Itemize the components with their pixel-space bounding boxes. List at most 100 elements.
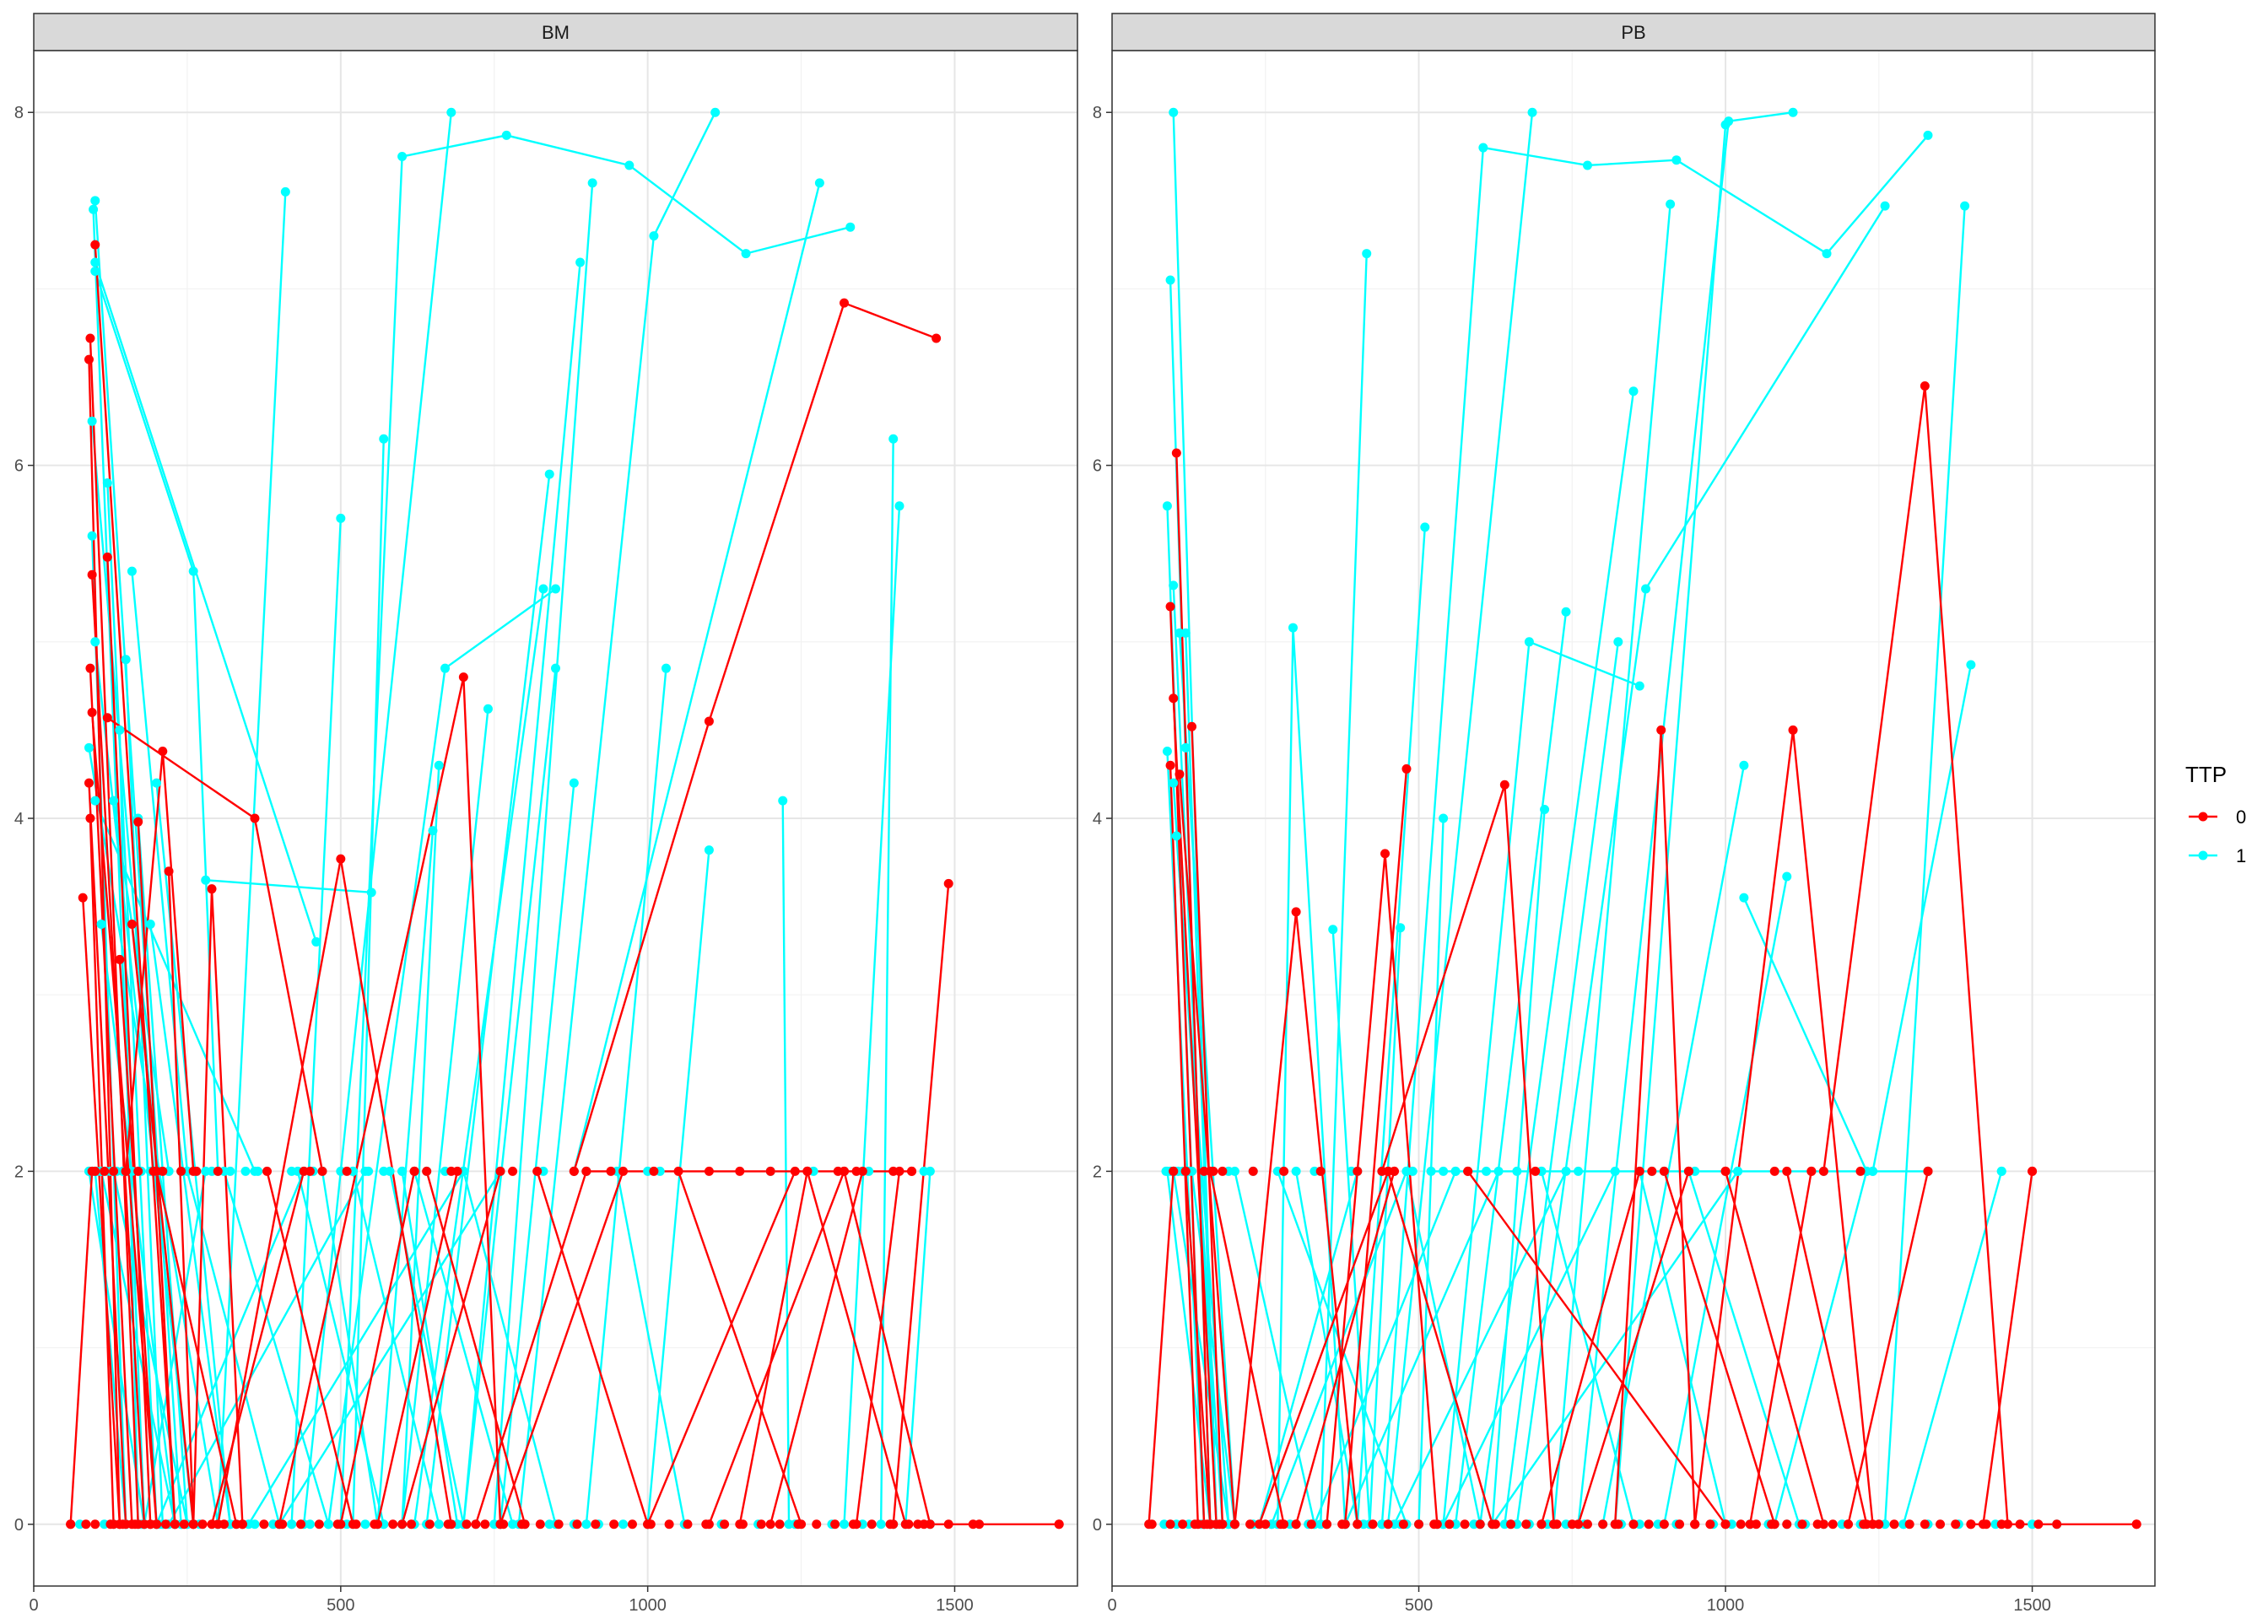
data-point-ttp-0 (1904, 1519, 1914, 1530)
data-point-ttp-1 (90, 796, 100, 806)
series-line-ttp-1 (585, 668, 667, 1524)
data-point-ttp-0 (664, 1519, 674, 1530)
data-point-ttp-0 (115, 954, 125, 964)
data-point-ttp-0 (179, 1519, 189, 1530)
data-point-ttp-0 (1389, 1166, 1399, 1176)
data-point-ttp-1 (225, 1166, 235, 1176)
x-tick-label: 0 (1107, 1596, 1116, 1615)
data-point-ttp-0 (1613, 1519, 1623, 1530)
data-point-ttp-0 (627, 1519, 637, 1530)
data-point-ttp-0 (1923, 1166, 1933, 1176)
data-point-ttp-0 (1767, 1519, 1777, 1530)
data-point-ttp-1 (1574, 1166, 1584, 1176)
data-point-ttp-0 (160, 1519, 170, 1530)
axes: 0 500 1000 1500 0 2 4 6 8 (1093, 104, 2051, 1615)
data-point-ttp-0 (851, 1166, 861, 1176)
series-line-ttp-0 (266, 1171, 354, 1525)
data-point-ttp-1 (587, 178, 597, 188)
series-line-ttp-1 (1871, 664, 1973, 1172)
data-point-ttp-0 (554, 1519, 564, 1530)
series-line-ttp-0 (573, 301, 937, 1172)
data-point-ttp-0 (535, 1519, 545, 1530)
data-point-ttp-1 (1493, 1166, 1504, 1176)
data-point-ttp-0 (1321, 1519, 1331, 1530)
data-point-ttp-1 (253, 1166, 263, 1176)
facet-strip (1111, 13, 2156, 51)
data-point-ttp-0 (683, 1519, 693, 1530)
series-line-ttp-1 (879, 439, 894, 1524)
data-point-ttp-0 (1147, 1519, 1157, 1530)
series-line-ttp-1 (376, 830, 435, 1524)
data-point-ttp-0 (1769, 1166, 1779, 1176)
data-point-ttp-1 (1450, 1166, 1461, 1176)
series-line-ttp-1 (1258, 1171, 1358, 1525)
data-point-ttp-0 (1460, 1519, 1470, 1530)
data-point-ttp-0 (508, 1166, 518, 1176)
x-tick-label: 1000 (629, 1596, 667, 1615)
series-line-ttp-1 (1166, 1171, 1212, 1524)
data-point-ttp-1 (121, 655, 131, 665)
data-point-ttp-1 (1582, 160, 1592, 170)
data-point-ttp-0 (720, 1519, 730, 1530)
data-point-ttp-0 (1966, 1519, 1976, 1530)
series-line-ttp-1 (493, 182, 594, 1524)
data-point-ttp-0 (1920, 380, 1930, 391)
data-point-ttp-0 (480, 1519, 490, 1530)
data-point-ttp-1 (1396, 923, 1406, 933)
data-point-ttp-1 (152, 778, 162, 788)
data-point-ttp-0 (158, 747, 168, 757)
series-line-ttp-0 (536, 1171, 649, 1525)
data-point-ttp-1 (544, 469, 554, 479)
data-point-ttp-0 (735, 1166, 745, 1176)
data-point-ttp-1 (305, 1519, 315, 1530)
data-point-ttp-0 (2028, 1166, 2038, 1176)
series-line-ttp-0 (401, 1171, 502, 1525)
data-point-ttp-0 (443, 1519, 453, 1530)
data-point-ttp-0 (1368, 1519, 1378, 1530)
data-point-ttp-1 (919, 1166, 929, 1176)
data-point-ttp-1 (569, 778, 579, 788)
data-point-ttp-0 (1429, 1519, 1439, 1530)
data-point-ttp-0 (192, 1166, 202, 1176)
data-point-ttp-0 (885, 1519, 895, 1530)
data-point-ttp-1 (323, 1519, 333, 1530)
data-point-ttp-0 (332, 1519, 343, 1530)
data-point-ttp-1 (1439, 1166, 1449, 1176)
data-point-ttp-1 (1328, 925, 1338, 935)
data-point-ttp-0 (532, 1166, 543, 1176)
data-point-ttp-0 (775, 1519, 785, 1530)
data-point-ttp-0 (317, 1166, 327, 1176)
data-point-ttp-0 (1828, 1519, 1838, 1530)
series-line-ttp-1 (302, 112, 452, 1524)
series-line-ttp-0 (1178, 774, 1236, 1524)
data-point-ttp-1 (1165, 275, 1175, 285)
data-point-ttp-0 (1199, 1166, 1209, 1176)
series-line-ttp-1 (413, 1171, 514, 1525)
data-point-ttp-0 (737, 1519, 748, 1530)
series-line-ttp-1 (1454, 612, 1568, 1524)
series-line-ttp-0 (770, 1171, 864, 1525)
data-point-ttp-0 (812, 1519, 822, 1530)
data-point-ttp-1 (1482, 1166, 1492, 1176)
data-point-ttp-1 (1666, 199, 1676, 209)
data-point-ttp-1 (575, 257, 586, 267)
data-point-ttp-0 (1788, 725, 1798, 735)
data-point-ttp-1 (446, 107, 456, 117)
data-point-ttp-0 (848, 1519, 858, 1530)
data-point-ttp-0 (1567, 1519, 1577, 1530)
data-layer (66, 107, 1064, 1530)
data-point-ttp-1 (360, 1519, 370, 1530)
data-point-ttp-0 (919, 1519, 929, 1530)
panels-layer: BM 0 500 1000 1500 0 2 4 6 8 PB 0 500 1000 1500 0 2 4 6 8 (14, 13, 2156, 1615)
data-point-ttp-0 (133, 1166, 143, 1176)
data-point-ttp-0 (1812, 1519, 1822, 1530)
data-point-ttp-0 (105, 1519, 116, 1530)
x-tick-label: 500 (1405, 1596, 1433, 1615)
series-line-ttp-1 (1491, 1170, 1739, 1525)
data-point-ttp-0 (1951, 1519, 1961, 1530)
data-point-ttp-1 (96, 920, 106, 930)
series-line-ttp-0 (339, 1171, 416, 1525)
data-point-ttp-1 (1162, 501, 1172, 511)
legend-label: 1 (2236, 845, 2246, 866)
data-point-ttp-0 (1499, 780, 1509, 790)
